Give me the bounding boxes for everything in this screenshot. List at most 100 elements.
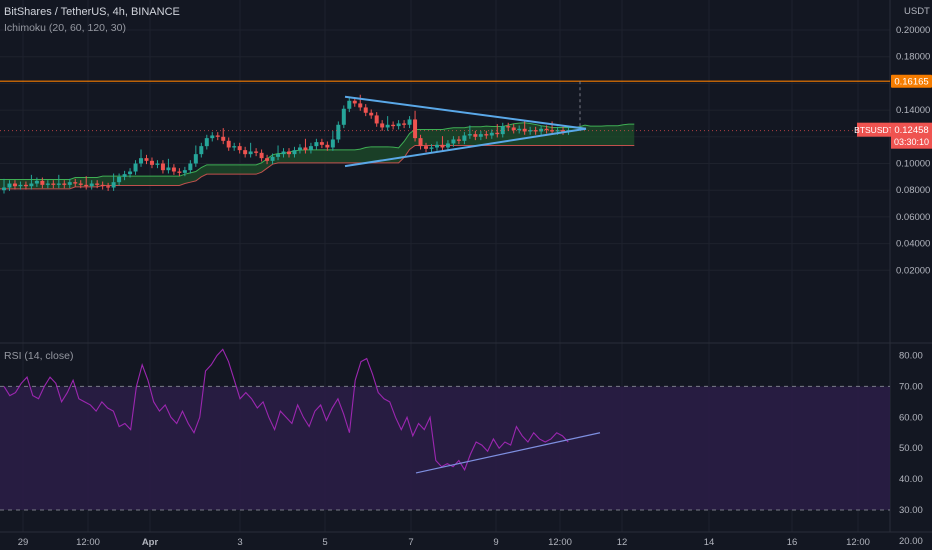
- candle-body: [522, 128, 527, 132]
- candlestick-series: [2, 94, 571, 194]
- triangle-lower-line: [344, 127, 587, 168]
- rsi-tick-label: 50.00: [899, 443, 923, 454]
- current-price-badge-bg: [891, 122, 932, 149]
- currency-label: USDT: [904, 6, 930, 17]
- ichimoku-label[interactable]: Ichimoku (20, 60, 120, 30): [4, 22, 126, 34]
- candle-body: [440, 144, 445, 148]
- candle-body: [177, 171, 182, 173]
- countdown-badge: 03:30:10: [894, 137, 929, 147]
- candle-body: [232, 146, 237, 148]
- candle-body: [467, 134, 472, 136]
- candle-body: [51, 183, 56, 185]
- candle-body: [254, 151, 259, 153]
- candle-body: [139, 158, 144, 164]
- candle-body: [204, 138, 209, 147]
- candle-body: [67, 182, 72, 185]
- candle-body: [500, 126, 505, 135]
- candle-body: [434, 144, 439, 148]
- candle-body: [265, 158, 270, 161]
- candle-body: [166, 167, 171, 171]
- price-tick-label: 0.20000: [896, 25, 930, 36]
- candle-body: [84, 184, 89, 187]
- candle-body: [188, 163, 193, 171]
- candle-body: [259, 152, 264, 159]
- time-tick-label: 12:00: [846, 537, 870, 548]
- candle-body: [128, 171, 133, 175]
- candle-body: [199, 146, 204, 155]
- candle-body: [347, 100, 352, 109]
- time-tick-label: 5: [322, 537, 327, 548]
- candle-body: [539, 128, 544, 132]
- time-tick-label: 7: [408, 537, 413, 548]
- rsi-tick-label: 70.00: [899, 381, 923, 392]
- candle-body: [23, 184, 28, 187]
- candle-body: [193, 154, 198, 164]
- candle-body: [495, 132, 500, 135]
- time-tick-label: Apr: [142, 537, 159, 548]
- price-tick-label: 0.18000: [896, 52, 930, 63]
- rsi-tick-label: 30.00: [899, 505, 923, 516]
- candle-body: [100, 184, 105, 187]
- candle-body: [352, 100, 357, 104]
- candle-body: [319, 142, 324, 145]
- candle-body: [533, 130, 538, 132]
- candle-body: [374, 115, 379, 124]
- price-tick-label: 0.14000: [896, 105, 930, 116]
- time-tick-label: 14: [704, 537, 715, 548]
- price-tick-label: 0.10000: [896, 159, 930, 170]
- candle-body: [182, 170, 187, 173]
- rsi-tick-label: 80.00: [899, 351, 923, 362]
- time-tick-label: 3: [237, 537, 242, 548]
- candle-body: [451, 139, 456, 144]
- triangle-upper-line: [344, 95, 587, 130]
- candle-body: [445, 143, 450, 148]
- candle-body: [62, 183, 67, 185]
- candle-body: [95, 183, 100, 185]
- candle-body: [330, 139, 335, 148]
- candle-body: [391, 124, 396, 127]
- candle-body: [489, 132, 494, 136]
- candle-body: [369, 112, 374, 116]
- candle-body: [385, 124, 390, 128]
- candle-body: [18, 184, 23, 187]
- senkou-span-a: [0, 122, 635, 181]
- candle-body: [270, 156, 275, 161]
- candle-body: [276, 154, 281, 157]
- candle-body: [528, 130, 533, 132]
- candle-body: [73, 182, 78, 184]
- drawing-overlays[interactable]: [0, 80, 890, 168]
- symbol-title[interactable]: BitShares / TetherUS, 4h, BINANCE: [4, 6, 180, 18]
- candle-body: [215, 135, 220, 137]
- candle-body: [29, 183, 34, 187]
- time-tick-label: 12:00: [548, 537, 572, 548]
- candle-body: [402, 123, 407, 125]
- candle-body: [297, 147, 302, 151]
- candle-body: [40, 180, 45, 185]
- rsi-trendline: [415, 432, 601, 474]
- candle-body: [478, 134, 483, 137]
- candle-body: [517, 128, 522, 131]
- price-tick-label: 0.06000: [896, 212, 930, 223]
- candle-body: [424, 146, 429, 149]
- candle-body: [336, 124, 341, 140]
- senkou-span-b: [0, 144, 635, 190]
- price-tick-label: 0.04000: [896, 239, 930, 250]
- candle-body: [248, 151, 253, 155]
- candle-body: [462, 135, 467, 141]
- candle-body: [506, 126, 511, 128]
- rsi-band: [0, 386, 890, 510]
- rsi-label[interactable]: RSI (14, close): [4, 350, 74, 362]
- candle-body: [89, 183, 94, 187]
- rsi-tick-label: 20.00: [899, 536, 923, 547]
- candle-body: [117, 176, 122, 183]
- candle-body: [473, 134, 478, 137]
- resistance-badge-bg: [891, 74, 932, 88]
- candle-body: [341, 108, 346, 125]
- rsi-line: [3, 348, 569, 472]
- candle-body: [210, 135, 215, 139]
- candle-body: [544, 128, 549, 131]
- candle-body: [7, 183, 12, 188]
- symbol-badge-bg: [857, 122, 891, 137]
